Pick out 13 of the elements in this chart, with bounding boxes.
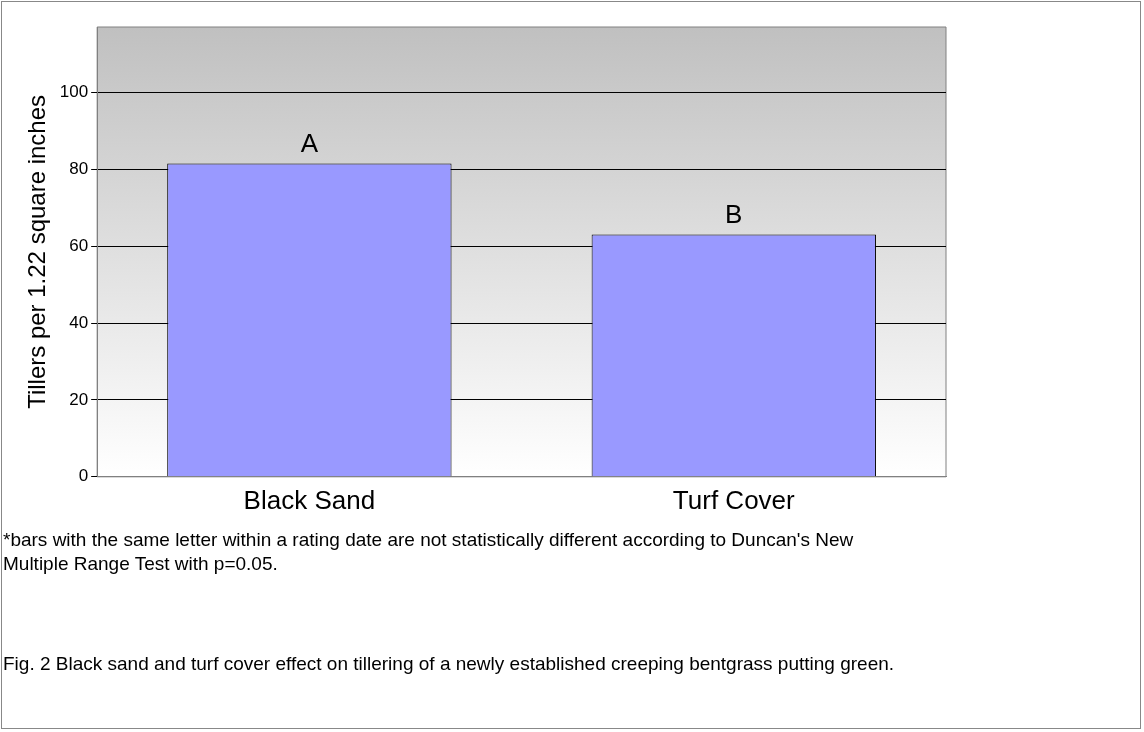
x-tick-label: Black Sand [243,484,376,515]
y-tick-label: 40 [69,312,89,332]
y-tick-label: 80 [69,158,89,178]
y-tick-label: 20 [69,389,89,409]
text: *bars with the same letter within a rating date are not statistically different according to Duncan's New Multiple Range Test with p=0.05. [3,528,855,576]
x-tick-label: Turf Cover [672,484,796,515]
y-tick-label: 100 [59,82,89,102]
y-tick-label: 60 [69,235,89,255]
y-tick-label: 0 [78,466,89,486]
annotation: A [300,127,319,158]
caption: Fig. 2 Black sand and turf cover effect on tillering of a newly established creeping bentgrass putting green. [3,652,896,676]
annotation: B [725,198,743,229]
y-axis-title: Tillers per 1.22 square inches [23,94,51,409]
